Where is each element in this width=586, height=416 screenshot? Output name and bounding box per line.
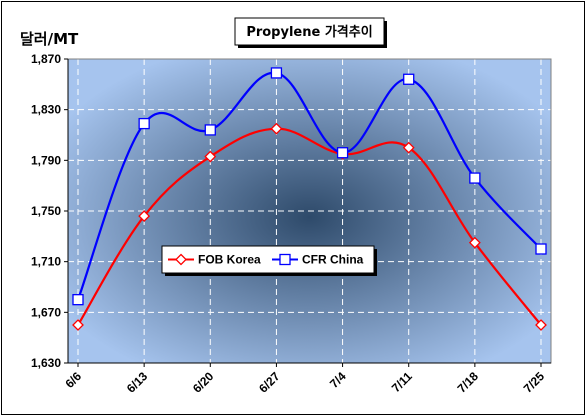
legend: FOB Korea CFR China — [161, 245, 377, 276]
data-point-cfr-china — [138, 117, 150, 130]
x-tick-label: 7/18 — [455, 369, 482, 396]
y-axis-label: 달러/MT — [20, 30, 79, 48]
x-tick-label: 6/27 — [256, 369, 283, 396]
y-tick-label: 1,830 — [31, 103, 61, 117]
data-point-fob-korea — [402, 141, 415, 154]
legend-marker-fob-korea — [175, 253, 187, 266]
legend-label-cfr-china: CFR China — [302, 253, 364, 267]
y-tick-label: 1,630 — [31, 356, 61, 370]
data-point-fob-korea — [535, 319, 547, 331]
data-point-cfr-china — [72, 294, 84, 306]
data-point-cfr-china — [336, 147, 349, 159]
chart-title-box: Propylene 가격추이 — [234, 17, 387, 48]
data-point-cfr-china — [403, 73, 415, 85]
data-point-fob-korea — [468, 236, 481, 249]
data-point-fob-korea — [204, 150, 217, 163]
y-tick-label: 1,750 — [31, 204, 61, 218]
y-tick-labels: 1,630 1,670 1,710 1,750 1,790 1,830 1,870 — [31, 52, 61, 370]
data-point-cfr-china — [204, 124, 216, 136]
y-tick-label: 1,870 — [31, 52, 61, 66]
data-point-cfr-china — [535, 243, 547, 255]
x-tick-label: 6/20 — [190, 369, 217, 396]
y-tick-label: 1,710 — [31, 255, 61, 269]
x-tick-label: 6/13 — [124, 369, 151, 396]
axes — [64, 58, 551, 367]
data-point-fob-korea — [270, 122, 283, 135]
x-tick-label: 7/4 — [327, 369, 349, 391]
data-point-cfr-china — [270, 67, 283, 79]
legend-label-fob-korea: FOB Korea — [198, 253, 261, 267]
data-point-fob-korea — [72, 319, 84, 331]
x-tick-labels: 6/6 6/13 6/20 6/27 7/4 7/11 7/18 7/25 — [62, 369, 547, 396]
series-markers — [72, 67, 547, 331]
data-point-cfr-china — [469, 172, 481, 184]
x-tick-label: 6/6 — [62, 369, 84, 391]
chart-title: Propylene 가격추이 — [246, 24, 372, 40]
y-tick-label: 1,790 — [31, 153, 61, 167]
y-tick-label: 1,670 — [31, 305, 61, 319]
x-tick-label: 7/11 — [389, 369, 415, 395]
data-point-fob-korea — [138, 210, 151, 222]
x-tick-label: 7/25 — [521, 369, 548, 396]
legend-marker-cfr-china — [279, 253, 291, 266]
